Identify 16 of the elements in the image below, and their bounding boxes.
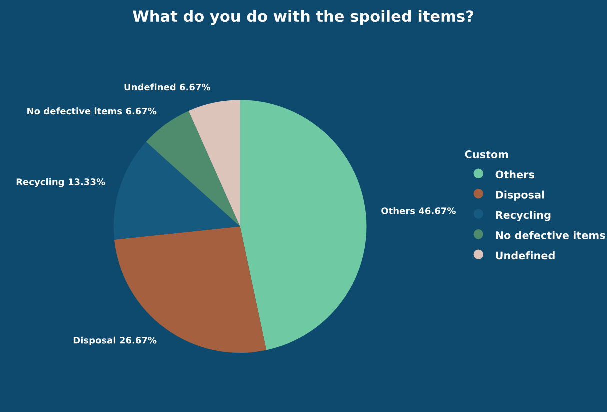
pie-slice [188,100,240,227]
legend-label: Recycling [496,211,551,222]
category-label: No defective items 6.67% [28,108,157,115]
legend-label: Others [496,170,534,179]
category-label: Recycling 13.33% [16,178,106,188]
legend-label: Disposal [496,190,544,201]
chart-title: What do you do with the spoiled items? [133,10,474,26]
pie-slice [240,100,367,350]
legend-label: Undefined [496,252,555,260]
legend-title: Custom [465,150,508,158]
legend-label: No defective items [496,231,606,240]
category-label: Disposal 26.67% [74,336,157,346]
pie-slice [114,226,267,354]
pie-slice [114,142,240,240]
category-label: Undefined 6.67% [124,84,211,91]
category-label: Others 46.67% [382,207,456,214]
